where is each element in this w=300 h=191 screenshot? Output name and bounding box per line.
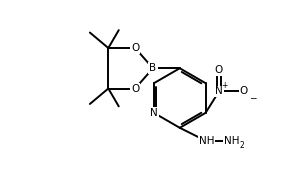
Text: O: O bbox=[131, 83, 139, 94]
Text: NH: NH bbox=[224, 136, 240, 146]
Text: B: B bbox=[149, 63, 157, 73]
Text: N: N bbox=[150, 108, 158, 118]
Text: NH: NH bbox=[199, 136, 214, 146]
Text: +: + bbox=[221, 81, 227, 90]
Text: 2: 2 bbox=[240, 141, 245, 150]
Text: O: O bbox=[240, 87, 248, 96]
Text: −: − bbox=[248, 93, 256, 102]
Text: O: O bbox=[215, 65, 223, 75]
Text: N: N bbox=[215, 87, 223, 96]
Text: O: O bbox=[131, 43, 139, 53]
